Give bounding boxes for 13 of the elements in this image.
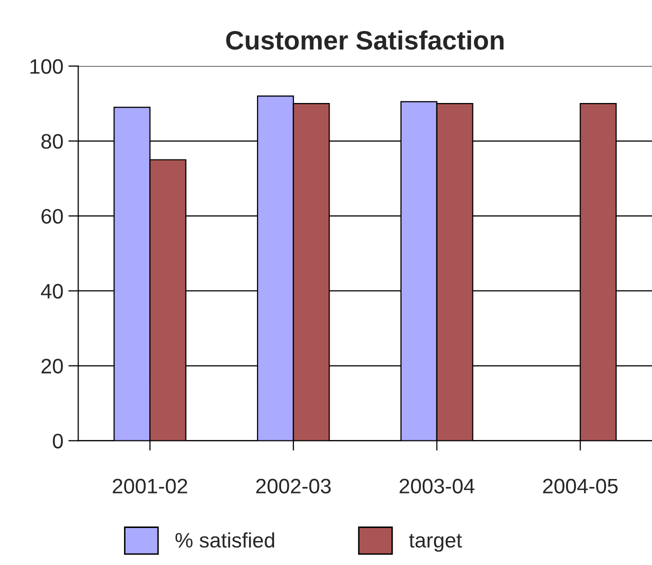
y-tick-label: 100 (30, 59, 63, 74)
legend-label: target (409, 534, 462, 552)
x-tick-label: 2002-03 (256, 478, 331, 494)
y-tick-label: 20 (42, 358, 63, 374)
y-tick-label: 60 (42, 208, 63, 224)
x-tick-label: 2001-02 (112, 478, 188, 494)
legend-label: % satisfied (175, 532, 274, 548)
y-tick-label: 80 (41, 134, 63, 149)
y-tick-label: 0 (52, 434, 63, 448)
chart-title: Customer Satisfaction (226, 30, 504, 50)
x-tick-label: 2004-05 (543, 478, 618, 494)
x-tick-label: 2003-04 (400, 478, 474, 494)
y-tick-label: 40 (40, 284, 63, 299)
